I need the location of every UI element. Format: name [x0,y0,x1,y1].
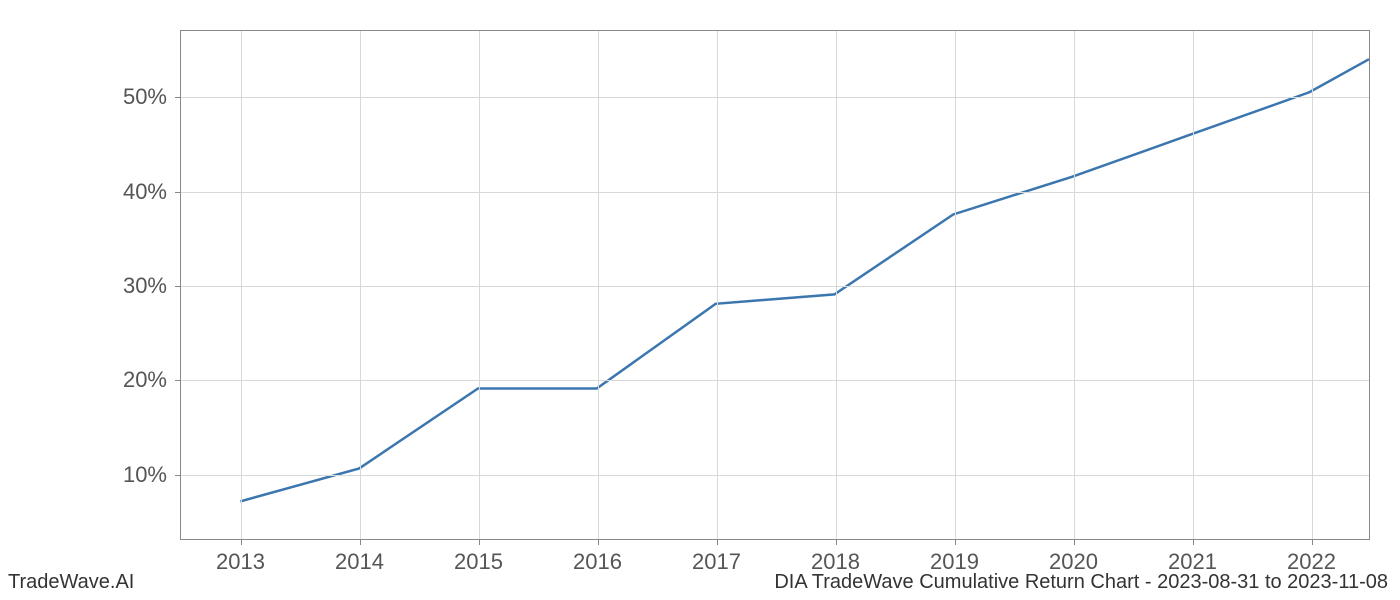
x-tick-label: 2017 [692,549,741,575]
x-tick-mark [360,539,361,545]
x-tick-mark [955,539,956,545]
chart-container: 2013201420152016201720182019202020212022… [180,30,1370,540]
grid-line-vertical [955,31,956,539]
footer-left-label: TradeWave.AI [8,571,134,594]
grid-line-vertical [836,31,837,539]
grid-line-vertical [241,31,242,539]
plot-area: 2013201420152016201720182019202020212022… [180,30,1370,540]
y-tick-label: 50% [123,84,167,110]
x-tick-mark [1312,539,1313,545]
grid-line-horizontal [181,192,1369,193]
y-tick-label: 40% [123,179,167,205]
grid-line-vertical [479,31,480,539]
grid-line-horizontal [181,475,1369,476]
y-tick-label: 10% [123,462,167,488]
grid-line-vertical [360,31,361,539]
y-tick-label: 20% [123,367,167,393]
grid-line-vertical [1074,31,1075,539]
x-tick-label: 2016 [573,549,622,575]
grid-line-vertical [1193,31,1194,539]
x-tick-mark [1074,539,1075,545]
x-tick-mark [241,539,242,545]
grid-line-vertical [1312,31,1313,539]
x-tick-label: 2015 [454,549,503,575]
footer-right-label: DIA TradeWave Cumulative Return Chart - … [774,571,1388,594]
x-tick-label: 2014 [335,549,384,575]
grid-line-horizontal [181,380,1369,381]
y-tick-mark [175,286,181,287]
grid-line-horizontal [181,286,1369,287]
x-tick-label: 2013 [216,549,265,575]
y-tick-mark [175,97,181,98]
x-tick-mark [1193,539,1194,545]
x-tick-mark [479,539,480,545]
grid-line-horizontal [181,97,1369,98]
y-tick-label: 30% [123,273,167,299]
y-tick-mark [175,380,181,381]
grid-line-vertical [717,31,718,539]
grid-line-vertical [598,31,599,539]
x-tick-mark [598,539,599,545]
x-tick-mark [717,539,718,545]
y-tick-mark [175,192,181,193]
chart-line [240,59,1369,501]
x-tick-mark [836,539,837,545]
y-tick-mark [175,475,181,476]
